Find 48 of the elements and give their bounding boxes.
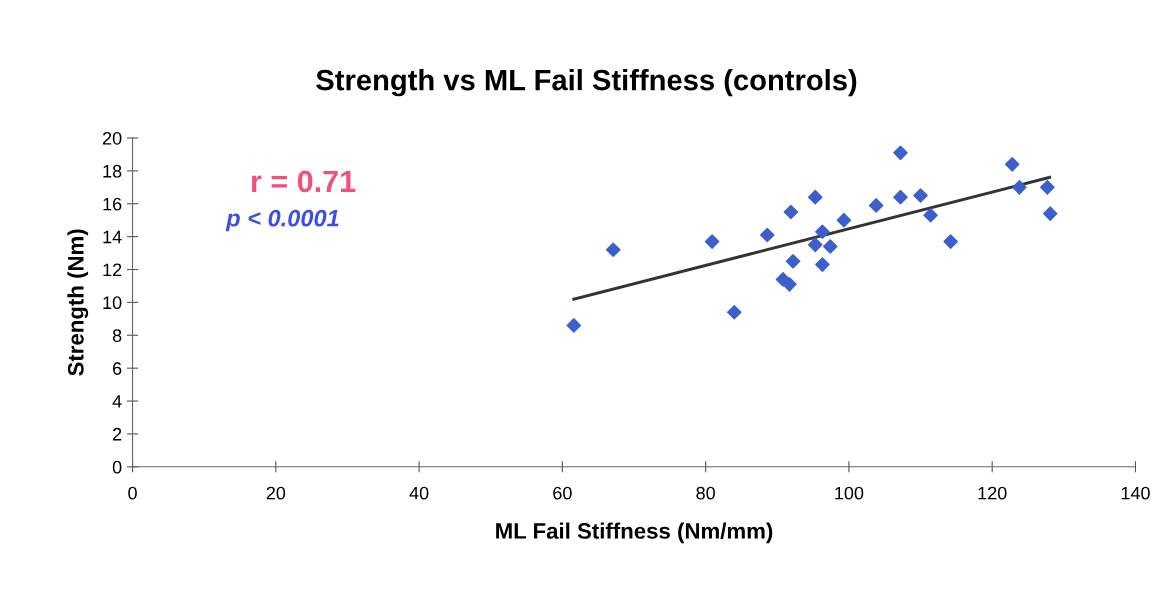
point	[807, 189, 823, 205]
point	[782, 277, 797, 292]
chart-title: Strength vs ML Fail Stiffness (controls)	[316, 69, 857, 97]
point	[893, 189, 908, 205]
point	[823, 239, 838, 254]
point	[836, 212, 852, 228]
point	[868, 198, 884, 213]
y-tick-label: 14	[103, 230, 122, 244]
y-tick-label: 6	[113, 362, 122, 375]
point	[1040, 180, 1055, 195]
x-axis-title: ML Fail Stiffness (Nm/mm)	[496, 522, 773, 544]
point	[727, 304, 742, 320]
y-tick-label: 12	[103, 263, 122, 277]
y-tick-label: 2	[113, 427, 122, 441]
y-tick-label: 18	[103, 164, 122, 178]
point	[807, 237, 823, 253]
y-tick-label: 0	[112, 460, 122, 474]
y-tick-label: 8	[112, 329, 122, 342]
x-tick-label: 60	[553, 486, 572, 500]
point	[943, 234, 958, 249]
point	[605, 242, 621, 258]
point	[566, 318, 582, 333]
x-tick-label: 140	[1121, 486, 1150, 500]
point	[759, 227, 775, 243]
y-tick-label: 20	[102, 131, 122, 145]
y-tick-label: 16	[103, 197, 122, 211]
point	[815, 224, 830, 239]
x-tick-label: 80	[696, 486, 715, 500]
y-tick-label: 10	[103, 296, 122, 310]
point	[704, 234, 720, 249]
x-tick-label: 100	[835, 486, 864, 500]
point	[1004, 157, 1020, 172]
point	[893, 145, 908, 161]
annotation: r = 0.71	[251, 170, 356, 193]
point	[913, 188, 928, 203]
y-tick-label: 4	[112, 395, 122, 408]
point	[923, 207, 938, 223]
point	[1012, 180, 1027, 195]
point	[1042, 206, 1058, 221]
x-tick-label: 20	[266, 486, 286, 500]
point	[783, 204, 799, 220]
point	[785, 254, 801, 269]
point	[815, 257, 830, 272]
x-tick-label: 120	[978, 486, 1007, 500]
y-axis-title: Strength (Nm)	[67, 229, 89, 376]
x-tick-label: 0	[128, 486, 137, 500]
x-tick-label: 40	[409, 486, 429, 500]
annotation: p < 0.0001	[225, 209, 339, 232]
